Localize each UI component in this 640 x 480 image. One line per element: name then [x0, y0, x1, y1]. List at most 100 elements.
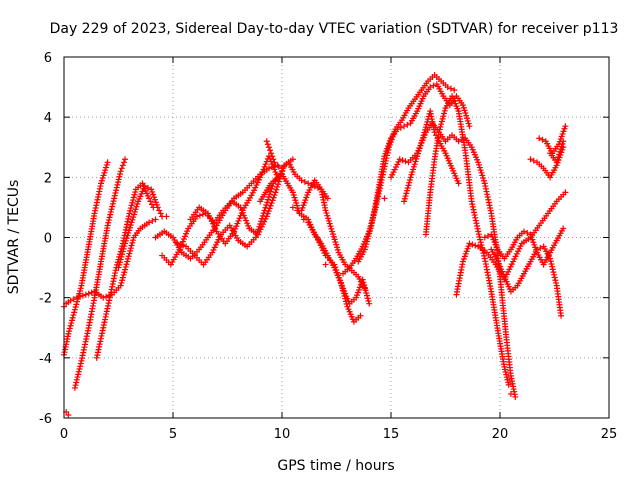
data-point — [113, 187, 120, 194]
data-point — [257, 220, 264, 227]
data-point — [102, 164, 109, 171]
data-point — [293, 199, 300, 206]
data-point — [270, 156, 277, 163]
data-point — [127, 205, 134, 212]
data-point — [415, 148, 422, 155]
data-point — [401, 195, 408, 202]
data-point — [444, 84, 451, 91]
data-point — [180, 242, 187, 249]
data-point — [233, 223, 240, 230]
data-point — [475, 159, 482, 166]
data-point — [472, 242, 479, 249]
data-point — [560, 138, 567, 145]
data-point — [399, 157, 406, 164]
data-point — [126, 210, 133, 217]
series-arc13 — [305, 219, 373, 307]
data-point — [364, 235, 371, 242]
data-point — [477, 167, 484, 174]
data-point — [111, 195, 118, 202]
data-point — [146, 219, 153, 226]
data-point — [116, 261, 123, 268]
data-point — [124, 258, 131, 265]
data-point — [100, 294, 107, 301]
data-point — [73, 376, 80, 383]
series-arc5 — [115, 183, 170, 271]
data-point — [263, 213, 270, 220]
series-isolated — [63, 195, 514, 418]
data-point — [184, 228, 191, 235]
data-point — [271, 166, 278, 173]
data-point — [419, 134, 426, 141]
data-point — [128, 202, 135, 209]
data-point — [72, 382, 79, 389]
data-point — [324, 195, 331, 202]
data-point — [455, 138, 462, 145]
data-point — [252, 234, 259, 241]
data-point — [100, 172, 107, 179]
data-point — [550, 269, 557, 276]
data-point — [111, 192, 118, 199]
data-point — [463, 112, 470, 119]
data-point — [404, 185, 411, 192]
data-point — [129, 216, 136, 223]
data-point — [414, 153, 421, 160]
data-point — [272, 169, 279, 176]
data-point — [475, 228, 482, 235]
data-point — [68, 317, 75, 324]
data-point — [459, 102, 466, 109]
data-point — [108, 206, 115, 213]
data-point — [102, 167, 109, 174]
data-point — [174, 240, 181, 247]
data-point — [333, 241, 340, 248]
data-point — [154, 204, 161, 211]
data-point — [266, 191, 273, 198]
data-point — [480, 177, 487, 184]
data-point — [362, 287, 369, 294]
data-point — [402, 158, 409, 165]
data-point — [245, 222, 252, 229]
data-point — [74, 296, 81, 303]
data-point — [120, 159, 127, 166]
data-point — [253, 231, 260, 238]
series-arc4 — [93, 180, 157, 361]
data-point — [65, 330, 72, 337]
data-point — [232, 225, 239, 232]
data-point — [401, 198, 408, 205]
data-point — [265, 144, 272, 151]
data-point — [289, 189, 296, 196]
data-point — [65, 411, 72, 418]
data-point — [539, 136, 546, 143]
data-point — [438, 121, 445, 128]
data-point — [275, 178, 282, 185]
data-point — [101, 169, 108, 176]
data-point — [132, 206, 139, 213]
grid-lines — [64, 57, 609, 418]
data-point — [147, 198, 154, 205]
data-point — [123, 235, 130, 242]
data-point — [127, 207, 134, 214]
data-point — [67, 297, 74, 304]
data-point — [68, 320, 75, 327]
data-point — [121, 269, 128, 276]
data-point — [328, 225, 335, 232]
data-point — [455, 180, 462, 187]
data-point — [427, 84, 434, 91]
data-point — [464, 117, 471, 124]
data-point — [292, 197, 299, 204]
data-point — [403, 190, 410, 197]
data-point — [260, 210, 267, 217]
data-point — [74, 298, 81, 305]
data-point — [481, 234, 488, 241]
data-point — [71, 384, 78, 391]
data-point — [128, 219, 135, 226]
data-point — [557, 146, 564, 153]
data-point — [556, 151, 563, 158]
data-point — [305, 180, 312, 187]
data-point — [69, 314, 76, 321]
data-point — [273, 186, 280, 193]
data-point — [112, 189, 119, 196]
data-point — [435, 129, 442, 136]
series-arc19 — [453, 189, 569, 298]
data-point — [258, 171, 265, 178]
data-point — [507, 390, 514, 397]
